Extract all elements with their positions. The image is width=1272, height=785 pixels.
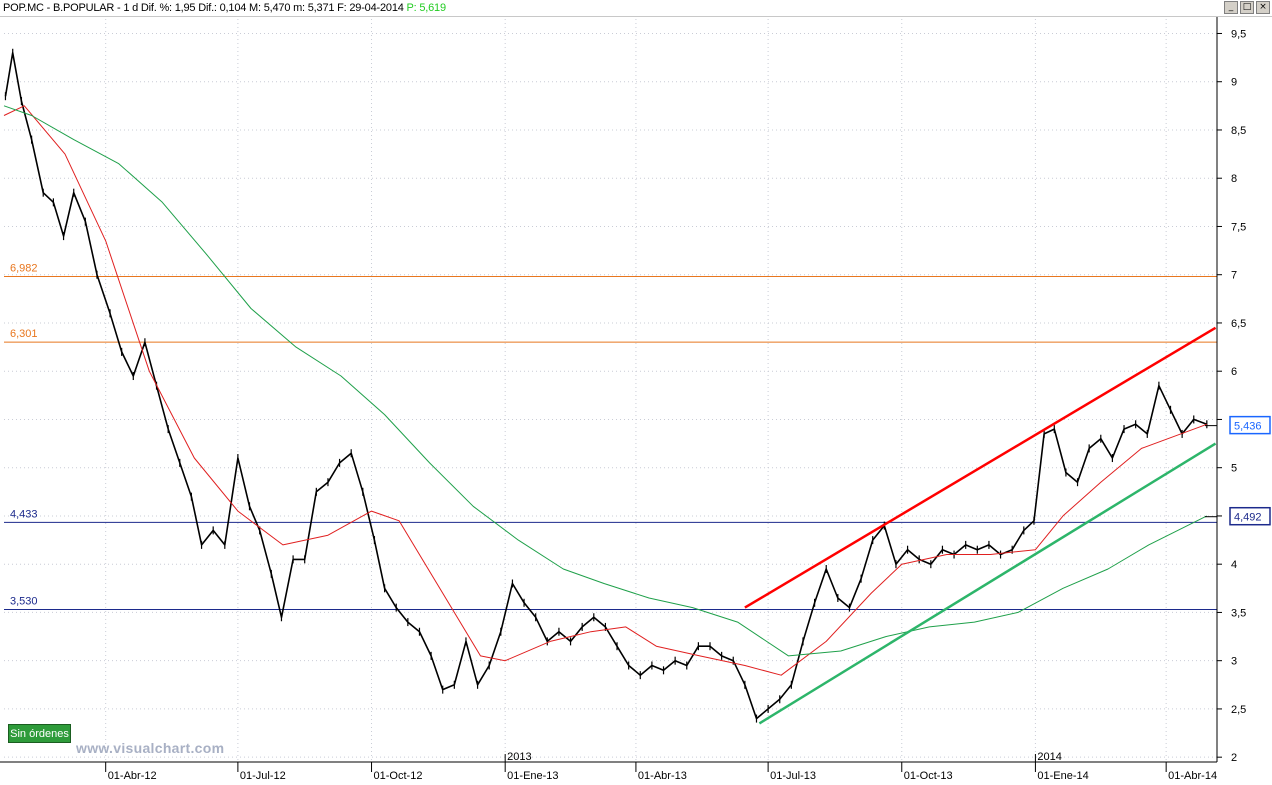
close-button[interactable]: × [1256, 1, 1270, 14]
series-group [3, 48, 1208, 723]
dif-label: Dif.: 0,104 [198, 2, 247, 14]
x-tick-label: 01-Ene-13 [507, 770, 558, 782]
symbol-label: POP.MC [3, 2, 44, 14]
y-axis: 22,533,544,555,566,577,588,599,5 [1216, 17, 1246, 764]
last-price-label: P: 5,619 [406, 2, 447, 14]
ma_fast-line [3, 105, 1207, 676]
chart-header: POP.MC - B.POPULAR - 1 d Dif. %: 1,95 Di… [3, 2, 446, 14]
axis-value-label: 4,492 [1234, 512, 1262, 524]
year-label: 2013 [507, 751, 531, 763]
y-tick-label: 3 [1231, 656, 1237, 668]
y-tick-label: 7,5 [1231, 221, 1246, 233]
x-tick-label: 01-Ene-14 [1037, 770, 1088, 782]
y-tick-label: 3,5 [1231, 607, 1246, 619]
x-tick-label: 01-Jul-12 [240, 770, 286, 782]
horizontal-levels: 6,982 6,301 4,433 3,530 [4, 262, 1217, 611]
max-label: M: 5,470 [249, 2, 291, 14]
y-tick-label: 2,5 [1231, 704, 1246, 716]
maximize-button[interactable]: □ [1240, 1, 1254, 14]
level-label: 6,982 [10, 262, 38, 274]
year-label: 2014 [1037, 751, 1061, 763]
orders-status-badge[interactable]: Sin órdenes [8, 724, 71, 743]
x-tick-label: 01-Abr-14 [1168, 770, 1217, 782]
date-label: F: 29-04-2014 [337, 2, 404, 14]
trend-lines [744, 326, 1217, 725]
price-line [4, 52, 1208, 720]
y-tick-label: 5 [1231, 463, 1237, 475]
y-tick-label: 8,5 [1231, 125, 1246, 137]
y-tick-label: 6 [1231, 366, 1237, 378]
x-tick-label: 01-Oct-12 [374, 770, 423, 782]
grid-lines [4, 19, 1217, 762]
instrument-name: B.POPULAR [52, 2, 115, 14]
level-label: 6,301 [10, 328, 38, 340]
x-tick-label: 01-Oct-13 [904, 770, 953, 782]
y-tick-label: 2 [1231, 752, 1237, 764]
trend_low-trendline [758, 442, 1217, 725]
min-label: m: 5,371 [293, 2, 335, 14]
y-tick-label: 8 [1231, 173, 1237, 185]
x-tick-label: 01-Abr-12 [108, 770, 157, 782]
y-tick-label: 6,5 [1231, 318, 1246, 330]
watermark: www.visualchart.com [76, 740, 225, 756]
y-tick-label: 9 [1231, 77, 1237, 89]
level-label: 3,530 [10, 596, 38, 608]
trend_up-trendline [744, 326, 1217, 609]
axis-markers: 5,436 4,492 [1205, 415, 1271, 526]
ma_slow-line [3, 105, 1208, 657]
y-tick-label: 4 [1231, 559, 1237, 571]
axis-value-marker [1229, 415, 1271, 435]
axis-value-marker [1229, 506, 1271, 526]
dif-pct-label: Dif. %: 1,95 [140, 2, 196, 14]
period-label: 1 d [123, 2, 139, 14]
y-tick-label: 7 [1231, 270, 1237, 282]
minimize-button[interactable]: _ [1224, 1, 1238, 14]
window-controls: _ □ × [1224, 1, 1270, 14]
x-tick-label: 01-Abr-13 [638, 770, 687, 782]
chart-title-bar: POP.MC - B.POPULAR - 1 d Dif. %: 1,95 Di… [0, 0, 1272, 17]
level-label: 4,433 [10, 508, 38, 520]
axis-value-label: 5,436 [1234, 421, 1262, 433]
y-tick-label: 9,5 [1231, 28, 1246, 40]
x-tick-label: 01-Jul-13 [770, 770, 816, 782]
x-axis: 01-Abr-12 01-Jul-12 01-Oct-12 01-Ene-13 01-A… [0, 751, 1217, 782]
